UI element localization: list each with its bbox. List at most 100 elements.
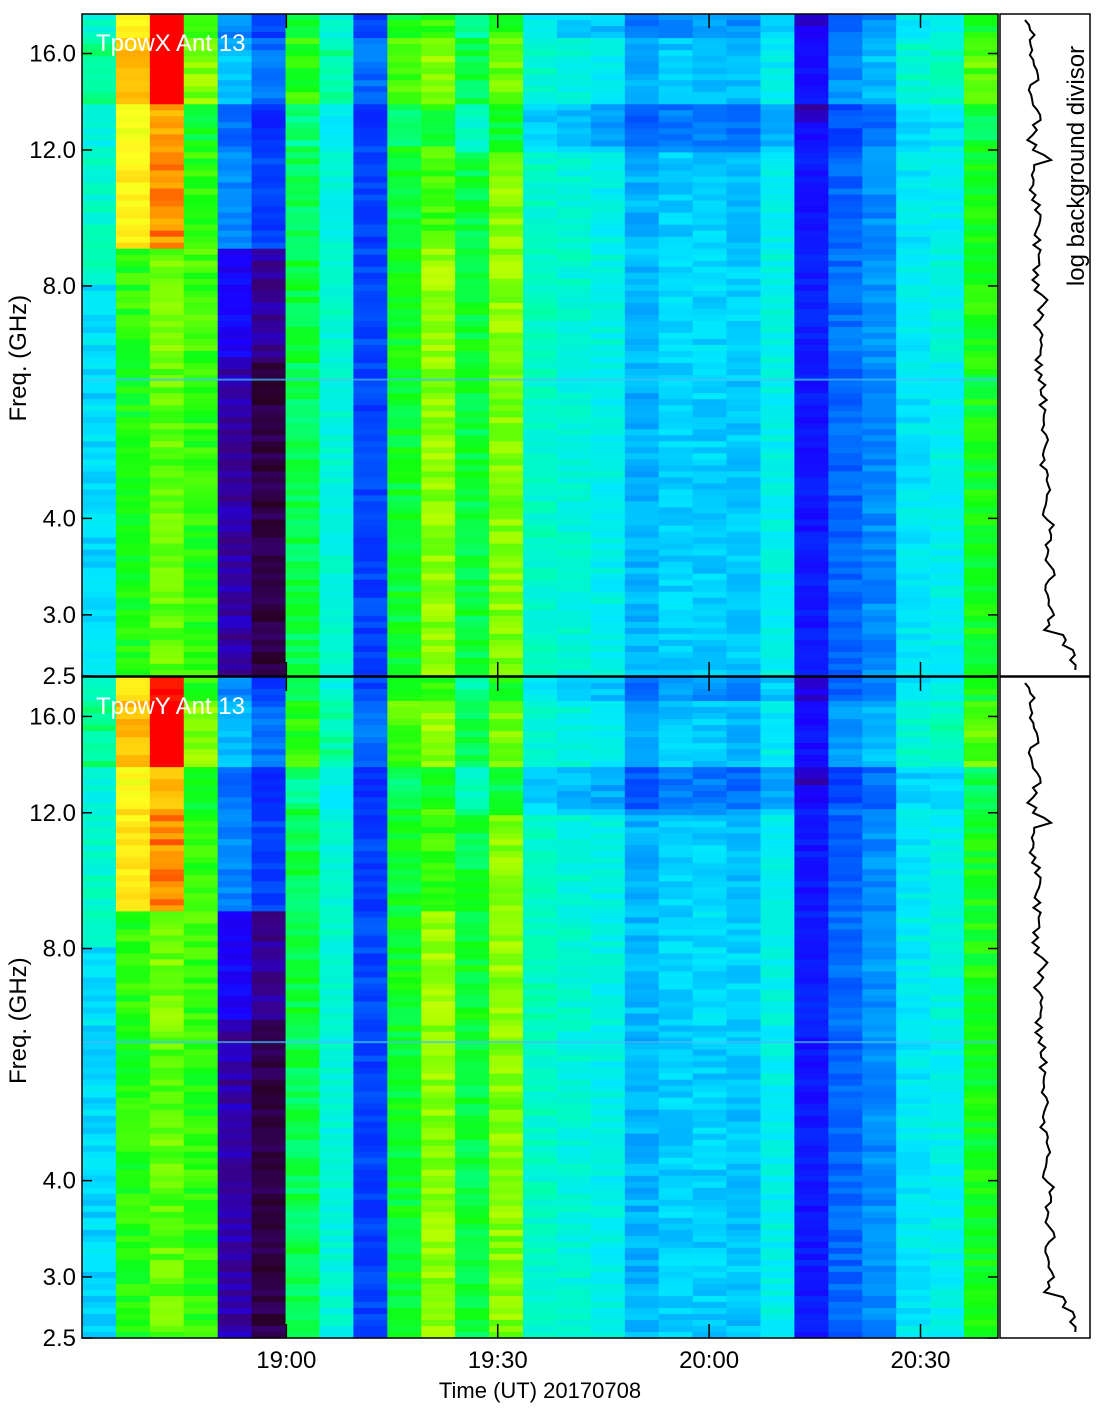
heatmap-cell (523, 953, 558, 961)
heatmap-cell (590, 441, 626, 448)
heatmap-cell (556, 230, 592, 238)
heatmap-cell (523, 573, 558, 581)
heatmap-cell (794, 411, 829, 418)
heatmap-cell (115, 899, 151, 906)
heatmap-cell (183, 887, 219, 894)
heatmap-cell (115, 833, 151, 840)
heatmap-cell (964, 224, 999, 232)
heatmap-cell (149, 1307, 185, 1315)
heatmap-cell (624, 887, 660, 894)
heatmap-cell (251, 483, 287, 491)
heatmap-cell (590, 182, 626, 190)
heatmap-cell (387, 1205, 422, 1213)
heatmap-cell (285, 399, 321, 406)
heatmap-cell (353, 176, 388, 184)
heatmap-cell (251, 393, 287, 400)
heatmap-cell (82, 677, 117, 684)
heatmap-cell (726, 56, 762, 63)
heatmap-cell (251, 140, 287, 147)
heatmap-cell (387, 236, 422, 244)
heatmap-cell (183, 338, 219, 346)
heatmap-cell (149, 56, 185, 63)
heatmap-cell (217, 809, 253, 816)
heatmap-cell (421, 1013, 456, 1021)
heatmap-cell (251, 26, 287, 33)
heatmap-cell (251, 206, 287, 214)
heatmap-cell (726, 537, 762, 545)
heatmap-cell (353, 32, 388, 39)
heatmap-cell (319, 869, 355, 876)
heatmap-cell (353, 98, 388, 105)
heatmap-cell (387, 701, 422, 708)
heatmap-cell (217, 1085, 253, 1093)
heatmap-cell (149, 1031, 185, 1039)
heatmap-cell (455, 56, 490, 63)
heatmap-cell (556, 821, 592, 828)
heatmap-cell (149, 260, 185, 268)
heatmap-cell (489, 308, 524, 316)
heatmap-cell (556, 236, 592, 244)
heatmap-cell (556, 627, 592, 635)
heatmap-cell (421, 170, 456, 178)
heatmap-cell (590, 731, 626, 738)
heatmap-cell (115, 483, 151, 491)
heatmap-cell (658, 182, 694, 190)
heatmap-cell (387, 357, 422, 364)
heatmap-cell (251, 1295, 287, 1303)
heatmap-cell (590, 14, 626, 21)
heatmap-cell (421, 1091, 456, 1099)
heatmap-cell (251, 495, 287, 503)
heatmap-cell (183, 1067, 219, 1075)
heatmap-cell (489, 50, 524, 57)
heatmap-cell (353, 1067, 388, 1075)
heatmap-cell (794, 381, 829, 388)
heatmap-cell (183, 725, 219, 732)
heatmap-cell (183, 140, 219, 147)
heatmap-cell (217, 689, 253, 696)
heatmap-cell (387, 200, 422, 208)
heatmap-cell (523, 989, 558, 997)
heatmap-cell (930, 98, 965, 105)
heatmap-cell (760, 423, 796, 430)
heatmap-cell (285, 1283, 321, 1291)
heatmap-cell (862, 74, 897, 81)
heatmap-cell (353, 1097, 388, 1105)
heatmap-cell (658, 435, 694, 442)
heatmap-cell (523, 326, 558, 334)
heatmap-cell (794, 627, 829, 635)
heatmap-cell (523, 857, 558, 864)
heatmap-cell (455, 791, 490, 798)
heatmap-cell (115, 821, 151, 828)
heatmap-cell (862, 477, 897, 485)
heatmap-cell (387, 1211, 422, 1219)
heatmap-cell (930, 465, 965, 472)
heatmap-cell (387, 1139, 422, 1147)
heatmap-cell (353, 725, 388, 732)
heatmap-cell (523, 875, 558, 882)
heatmap-cell (251, 68, 287, 75)
heatmap-cell (489, 1055, 524, 1063)
heatmap-cell (217, 254, 253, 262)
heatmap-cell (149, 1163, 185, 1171)
heatmap-cell (862, 140, 897, 147)
heatmap-cell (590, 561, 626, 569)
heatmap-cell (794, 495, 829, 503)
heatmap-cell (760, 44, 796, 51)
heatmap-cell (285, 1133, 321, 1141)
heatmap-cell (149, 809, 185, 816)
heatmap-cell (692, 50, 728, 57)
heatmap-cell (455, 435, 490, 442)
heatmap-cell (590, 1313, 626, 1321)
heatmap-cell (658, 1151, 694, 1159)
heatmap-cell (319, 110, 355, 117)
heatmap-cell (217, 152, 253, 160)
heatmap-cell (896, 326, 931, 334)
heatmap-cell (183, 14, 219, 21)
heatmap-cell (624, 1325, 660, 1333)
heatmap-cell (760, 290, 796, 298)
heatmap-cell (523, 1115, 558, 1123)
heatmap-cell (251, 1037, 287, 1045)
heatmap-cell (149, 1241, 185, 1249)
heatmap-cell (489, 290, 524, 298)
heatmap-cell (149, 677, 185, 684)
